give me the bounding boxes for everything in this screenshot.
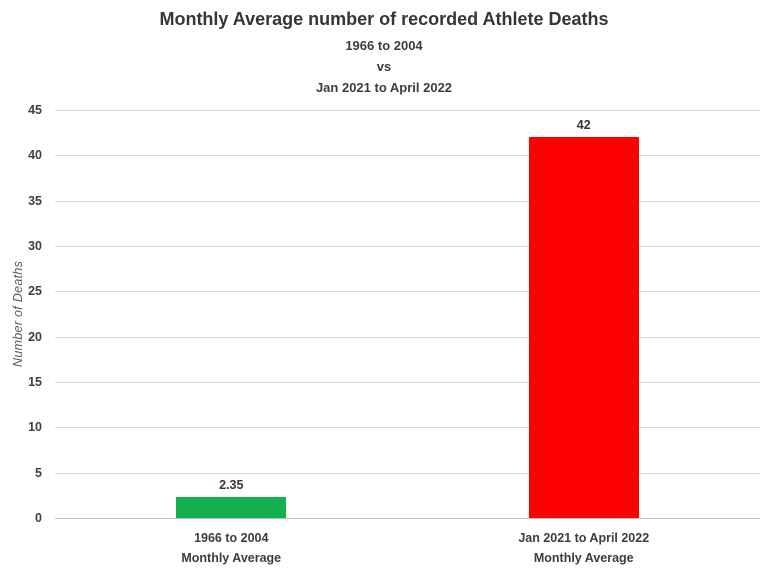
gridline (55, 382, 760, 383)
y-tick-label: 45 (28, 103, 42, 117)
chart-subtitle-range-1: 1966 to 2004 (345, 38, 423, 53)
x-axis-labels: 1966 to 2004 Monthly Average Jan 2021 to A… (55, 528, 760, 568)
gridline (55, 200, 760, 202)
bar-slot: 2.35 (55, 110, 408, 518)
chart-subtitle-range-2: Jan 2021 to April 2022 (315, 80, 453, 95)
gridline (55, 472, 760, 474)
y-tick-label: 5 (35, 465, 42, 480)
gridline (55, 427, 760, 429)
gridline (55, 518, 760, 519)
y-tick-label: 40 (28, 148, 42, 163)
bar-value-label: 42 (576, 118, 591, 133)
bar-value-label: 2.35 (219, 477, 244, 492)
plot-area: 2.35 42 (55, 110, 760, 519)
gridline (55, 110, 760, 111)
y-tick-label: 15 (28, 375, 42, 389)
bar-1 (528, 137, 639, 518)
bar-0 (176, 496, 287, 518)
y-tick-label: 0 (35, 511, 42, 525)
y-tick-label: 30 (28, 239, 42, 253)
chart-title: Monthly Average number of recorded Athle… (159, 9, 609, 29)
y-tick-label: 35 (28, 193, 42, 208)
x-category-label-line: Monthly Average (533, 551, 634, 565)
x-category-label: Jan 2021 to April 2022 Monthly Average (408, 528, 761, 568)
gridline (55, 291, 760, 293)
gridline (55, 336, 760, 338)
gridline (55, 155, 760, 157)
bar-slot: 42 (408, 110, 761, 518)
y-tick-label: 20 (28, 329, 42, 344)
gridline (55, 246, 760, 247)
x-category-label-line: Monthly Average (181, 551, 282, 565)
chart-subtitle-vs: vs (376, 59, 392, 74)
x-category-label-line: Jan 2021 to April 2022 (518, 531, 650, 545)
bars-row: 2.35 42 (55, 110, 760, 518)
x-category-label-line: 1966 to 2004 (194, 531, 269, 545)
x-category-label: 1966 to 2004 Monthly Average (55, 528, 408, 568)
y-axis-ticks: 0 5 10 15 20 25 30 35 40 45 (0, 103, 48, 525)
y-tick-label: 10 (28, 420, 42, 435)
y-tick-label: 25 (28, 284, 42, 299)
